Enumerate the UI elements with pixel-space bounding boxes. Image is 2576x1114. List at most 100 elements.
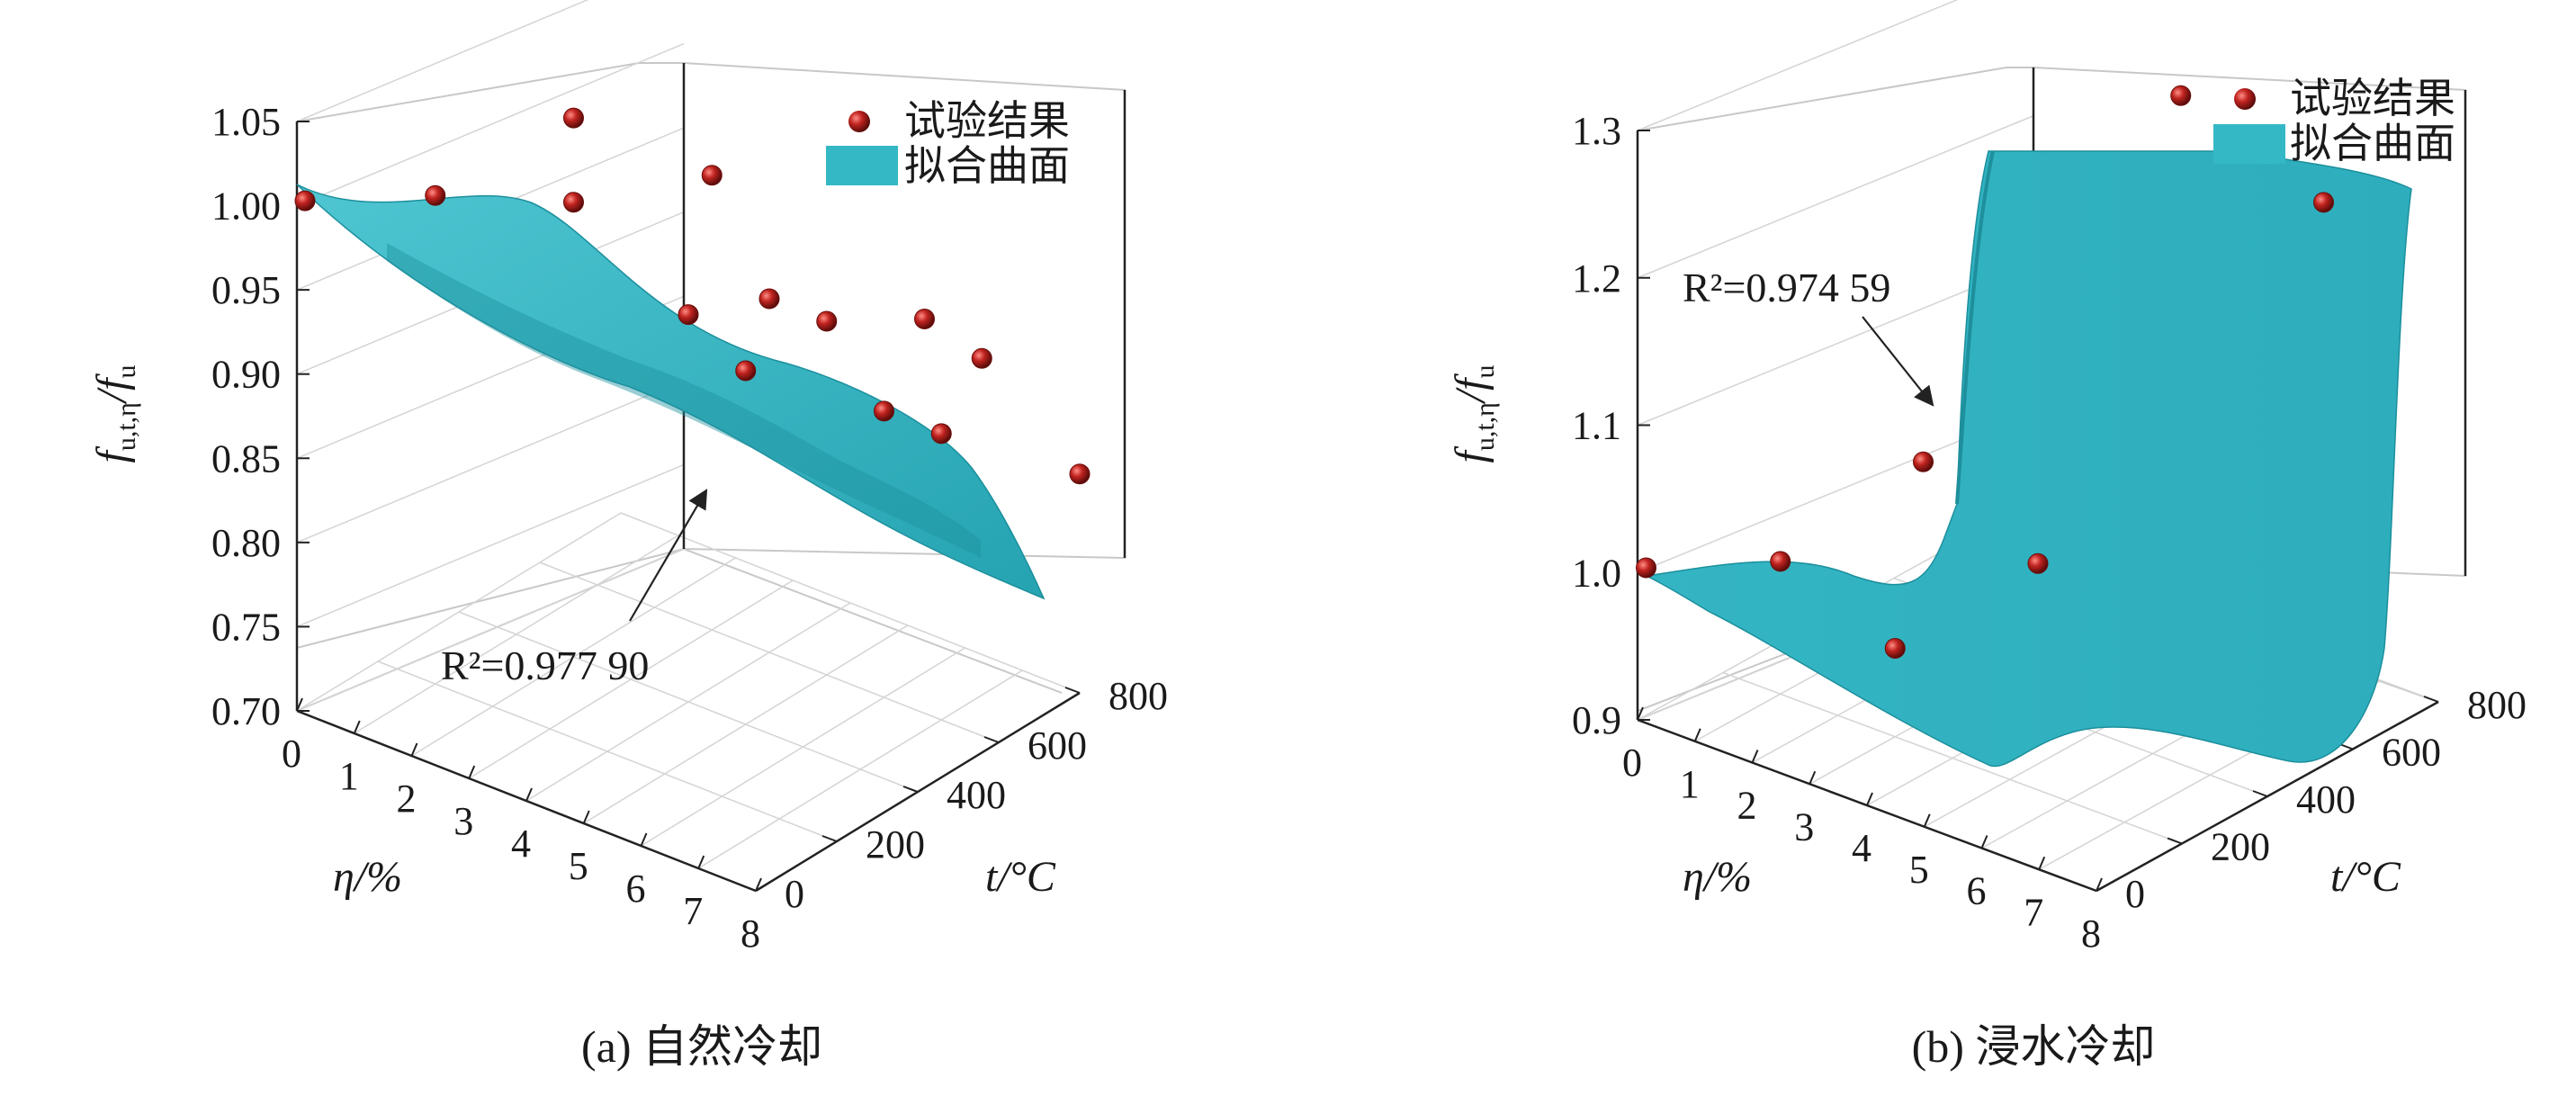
legend-a-points-label: 试验结果 [904,96,1070,145]
chart-a-ylabel: t/°C [985,853,1056,901]
chart-a-data-point [874,400,894,422]
chart-a-caption: (a) 自然冷却 [581,1021,822,1072]
chart-a-data-point [678,304,699,326]
chart-b-x-tick: 2 [1737,784,1757,828]
legend-a-point-marker [848,111,870,132]
chart-a-data-point [1069,463,1091,485]
chart-a-z-tick: 0.75 [211,605,281,649]
chart-b-x-tick-mark [2038,856,2046,870]
chart-a-x-tick-mark [755,877,762,892]
chart-b-data-point [1770,551,1791,572]
chart-a-z-tick: 0.70 [211,689,281,733]
chart-a-y-tick: 600 [1028,723,1087,768]
chart-b-annotation: R²=0.974 59 [1683,265,1890,310]
chart-b-caption: (b) 浸水冷却 [1912,1021,2156,1072]
legend-b-surface-swatch [2213,124,2285,164]
chart-a-ticks: 0.700.750.800.850.900.951.001.0501234567… [211,100,1168,956]
chart-a-data-point [735,360,757,382]
chart-b-y-tick: 600 [2382,731,2441,775]
chart-a-z-tick: 1.00 [211,184,281,229]
chart-b-grid-line [1637,262,2034,427]
chart-a-y-tick-mark [902,786,919,793]
chart-a-surface [296,184,1046,600]
chart-b-data-point [2313,192,2334,213]
chart-a-y-tick-mark [1064,687,1081,694]
svg-text:fu,t,η/fu: fu,t,η/fu [88,364,141,463]
chart-a-zlabel: fu,t,η/fu [88,364,141,463]
legend-b-points-label: 试验结果 [2290,74,2455,122]
chart-b-data-point [2170,85,2192,106]
chart-b-ylabel: t/°C [2330,853,2401,901]
chart-b-y-tick: 200 [2211,825,2270,869]
chart-a-z-tick: 0.85 [211,436,281,481]
chart-b-x-tick-mark [1980,835,1988,849]
chart-a-x-tick: 2 [397,777,417,821]
chart-a-grid-line [296,380,685,544]
chart-b-z-tick: 1.2 [1572,256,1621,301]
chart-a-data-point [701,165,723,186]
legend-b-surface-label: 拟合曲面 [2290,119,2455,167]
chart-b-grid-line [1637,0,1959,131]
chart-b-xlabel: η/% [1683,853,1752,901]
chart-a-data-point [294,190,316,211]
chart-b-y-tick-mark [2167,837,2183,845]
chart-a-data-point [425,184,446,206]
chart-a-x-tick-mark [296,697,303,712]
chart-b-x-tick-mark [1637,706,1644,721]
chart-b-annotation-arrow [1862,316,1934,407]
chart-b-x-tick: 3 [1794,804,1814,849]
chart-a-annotation-arrow [629,489,708,622]
chart-a-grid-line [539,561,1000,743]
chart-a-annotation: R²=0.977 90 [441,642,649,688]
chart-b-x-tick-mark [1751,750,1759,763]
chart-a-z-tick: 0.90 [211,353,281,397]
chart-a-data-point [758,288,780,310]
chart-a-z-tick: 1.05 [211,100,281,144]
chart-a-x-tick: 4 [511,822,531,866]
chart-b-z-tick: 1.0 [1572,551,1621,595]
chart-a-grid-line [296,42,685,207]
chart-a-grid-line [296,463,685,628]
chart-a-data-point [563,192,584,213]
chart-b-x-tick-mark [2096,877,2103,892]
chart-a-y-tick: 0 [785,872,804,916]
chart-a-data-point [971,347,992,369]
chart-a-surface-shade [387,243,981,558]
chart-b-y-tick-mark [2423,696,2439,703]
chart-a-x-tick: 8 [740,912,760,956]
chart-a-z-tick: 0.80 [211,521,281,565]
chart-b-zlabel: fu,t,η/fu [1447,364,1500,463]
chart-b-x-tick-mark [1693,728,1701,742]
chart-a-x-tick: 3 [453,799,473,843]
chart-a-x-tick: 6 [626,867,646,911]
chart-b-x-tick: 5 [1909,848,1929,892]
chart-b-data-point [1913,451,1934,472]
chart-b-z-tick: 1.3 [1572,109,1621,153]
chart-a: 0.700.750.800.850.900.951.001.0501234567… [88,0,1168,1072]
legend-a-surface-swatch [826,146,898,185]
chart-a-grid-line [458,611,919,793]
chart-a-xlabel: η/% [333,853,402,901]
chart-b-y-tick: 400 [2296,777,2356,822]
chart-b-x-tick: 0 [1622,741,1642,785]
chart-a-grid-line [296,548,685,712]
chart-b-data-point [2027,553,2049,574]
chart-b-grid-line [1722,671,2183,845]
chart-a-y-tick: 800 [1108,674,1168,718]
chart-a-x-tick-mark [582,810,590,824]
chart-a-x-tick: 0 [282,732,301,776]
chart-a-x-tick-mark [640,832,648,847]
chart-b-points [1636,85,2334,659]
chart-a-z-tick: 0.95 [211,268,281,312]
chart-b-y-tick: 0 [2125,872,2145,916]
chart-b-x-tick: 6 [1967,869,1987,913]
chart-b-x-tick: 7 [2024,890,2043,934]
chart-a-y-tick-mark [983,736,1000,743]
chart-b-x-tick: 8 [2081,912,2101,956]
legend-b-point-marker [2234,88,2256,110]
chart-a-x-tick: 1 [339,754,359,798]
chart-a-data-point [914,309,935,329]
chart-b-y-tick: 800 [2467,683,2527,727]
chart-b-x-tick: 1 [1680,762,1700,806]
